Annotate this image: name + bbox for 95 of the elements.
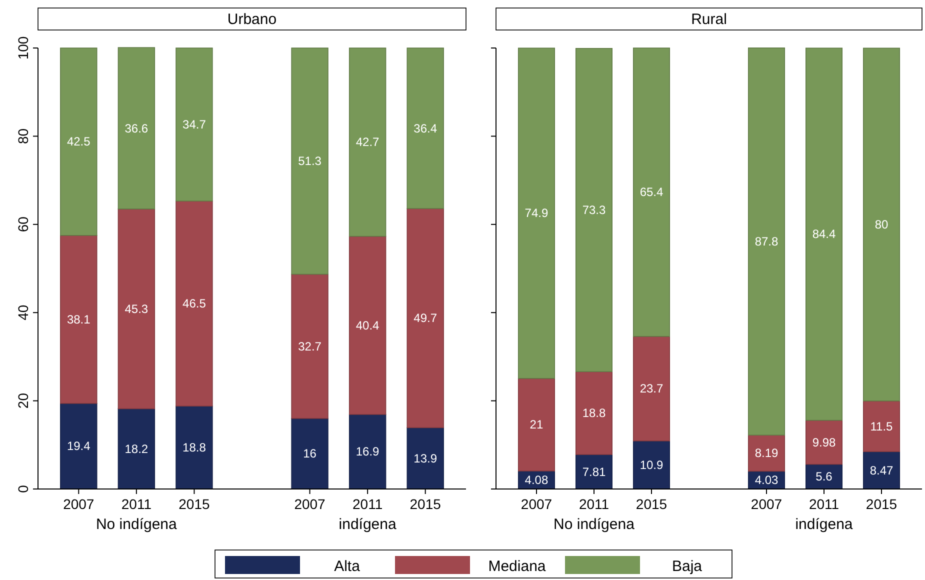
bar bbox=[291, 418, 328, 490]
data-label: 80 bbox=[874, 218, 889, 232]
chart-title: Rural bbox=[691, 11, 727, 28]
data-label: 10.9 bbox=[640, 458, 664, 472]
y-tick-label: 80 bbox=[15, 128, 31, 144]
y-tick-label: 100 bbox=[15, 36, 31, 60]
data-label: 36.6 bbox=[124, 121, 148, 136]
data-label: 16 bbox=[303, 446, 317, 461]
bar bbox=[406, 427, 444, 490]
data-label: 21 bbox=[530, 418, 544, 432]
data-label: 8.47 bbox=[870, 463, 894, 478]
legend-label: Mediana bbox=[488, 558, 546, 575]
text: No indígena bbox=[554, 516, 636, 533]
x-tick-label: 2015 bbox=[178, 496, 210, 512]
y-tick-label: 0 bbox=[15, 484, 31, 493]
bar bbox=[60, 235, 98, 404]
data-label: 18.2 bbox=[124, 442, 148, 456]
data-label: 74.9 bbox=[524, 206, 548, 220]
bar bbox=[632, 336, 670, 442]
data-label: 38.1 bbox=[66, 312, 91, 326]
data-label: 51.3 bbox=[298, 154, 322, 168]
y-tick-label: 60 bbox=[15, 216, 31, 232]
bar bbox=[348, 414, 386, 490]
bar bbox=[575, 48, 613, 372]
x-tick-label: 2015 bbox=[410, 496, 442, 512]
bar bbox=[805, 420, 843, 465]
data-label: 87.8 bbox=[754, 234, 779, 249]
text: indígena bbox=[338, 516, 397, 533]
text: No indígena bbox=[96, 516, 178, 533]
data-label: 32.7 bbox=[298, 339, 322, 354]
bar bbox=[291, 274, 328, 419]
bar bbox=[518, 48, 556, 379]
data-label: 5.6 bbox=[816, 470, 833, 484]
bar bbox=[118, 208, 156, 410]
data-label: 4.08 bbox=[524, 473, 548, 488]
data-label: 19.4 bbox=[66, 439, 91, 454]
bar bbox=[118, 47, 156, 210]
data-label: 45.3 bbox=[124, 302, 148, 316]
bar bbox=[60, 48, 98, 236]
data-label: 36.4 bbox=[414, 121, 438, 136]
y-tick-label: 40 bbox=[15, 304, 31, 320]
bar bbox=[862, 451, 900, 490]
bar bbox=[406, 48, 444, 209]
bar bbox=[406, 208, 444, 428]
legend-label: Alta bbox=[334, 558, 361, 575]
text: indígena bbox=[795, 516, 854, 533]
data-label: 11.5 bbox=[870, 419, 894, 434]
data-label: 7.81 bbox=[582, 464, 606, 479]
data-label: 23.7 bbox=[640, 382, 664, 396]
x-tick-label: 2015 bbox=[636, 496, 668, 512]
data-label: 84.4 bbox=[812, 227, 836, 242]
bar bbox=[348, 48, 386, 237]
data-label: 42.7 bbox=[356, 135, 380, 150]
data-label: 16.9 bbox=[356, 444, 380, 459]
data-label: 18.8 bbox=[582, 406, 606, 420]
bar bbox=[176, 48, 213, 202]
bar bbox=[862, 48, 900, 402]
x-tick-label: 2007 bbox=[750, 496, 782, 512]
data-label: 9.98 bbox=[812, 435, 836, 450]
x-tick-label: 2011 bbox=[578, 496, 610, 512]
bar bbox=[176, 200, 213, 406]
data-label: 46.5 bbox=[182, 296, 206, 311]
x-tick-label: 2007 bbox=[520, 496, 552, 512]
bar bbox=[632, 48, 670, 337]
x-tick-label: 2011 bbox=[121, 496, 152, 512]
bar bbox=[176, 406, 213, 490]
bar bbox=[518, 378, 556, 472]
bar bbox=[748, 434, 786, 472]
x-tick-label: 2011 bbox=[352, 496, 383, 512]
bar bbox=[748, 48, 786, 436]
bar bbox=[862, 400, 900, 452]
data-label: 18.8 bbox=[182, 440, 206, 455]
x-tick-label: 2015 bbox=[866, 496, 898, 512]
data-label: 8.19 bbox=[754, 446, 779, 460]
bar bbox=[118, 408, 156, 490]
chart-title: Urbano bbox=[227, 11, 277, 28]
x-tick-label: 2011 bbox=[808, 496, 840, 512]
bar bbox=[575, 371, 613, 455]
legend-label: Baja bbox=[672, 558, 703, 575]
x-tick-label: 2007 bbox=[63, 496, 94, 512]
data-label: 42.5 bbox=[66, 134, 91, 149]
data-label: 49.7 bbox=[414, 311, 438, 326]
data-label: 65.4 bbox=[640, 185, 664, 200]
bar bbox=[291, 48, 328, 275]
bar bbox=[805, 48, 843, 421]
data-label: 73.3 bbox=[582, 203, 606, 218]
bar bbox=[348, 236, 386, 415]
bar bbox=[60, 403, 98, 490]
data-label: 13.9 bbox=[414, 451, 438, 466]
data-label: 4.03 bbox=[754, 473, 779, 488]
y-tick-label: 20 bbox=[15, 392, 31, 409]
x-tick-label: 2007 bbox=[294, 496, 326, 512]
data-label: 34.7 bbox=[182, 118, 206, 132]
data-label: 40.4 bbox=[356, 318, 380, 332]
bar bbox=[632, 440, 670, 490]
